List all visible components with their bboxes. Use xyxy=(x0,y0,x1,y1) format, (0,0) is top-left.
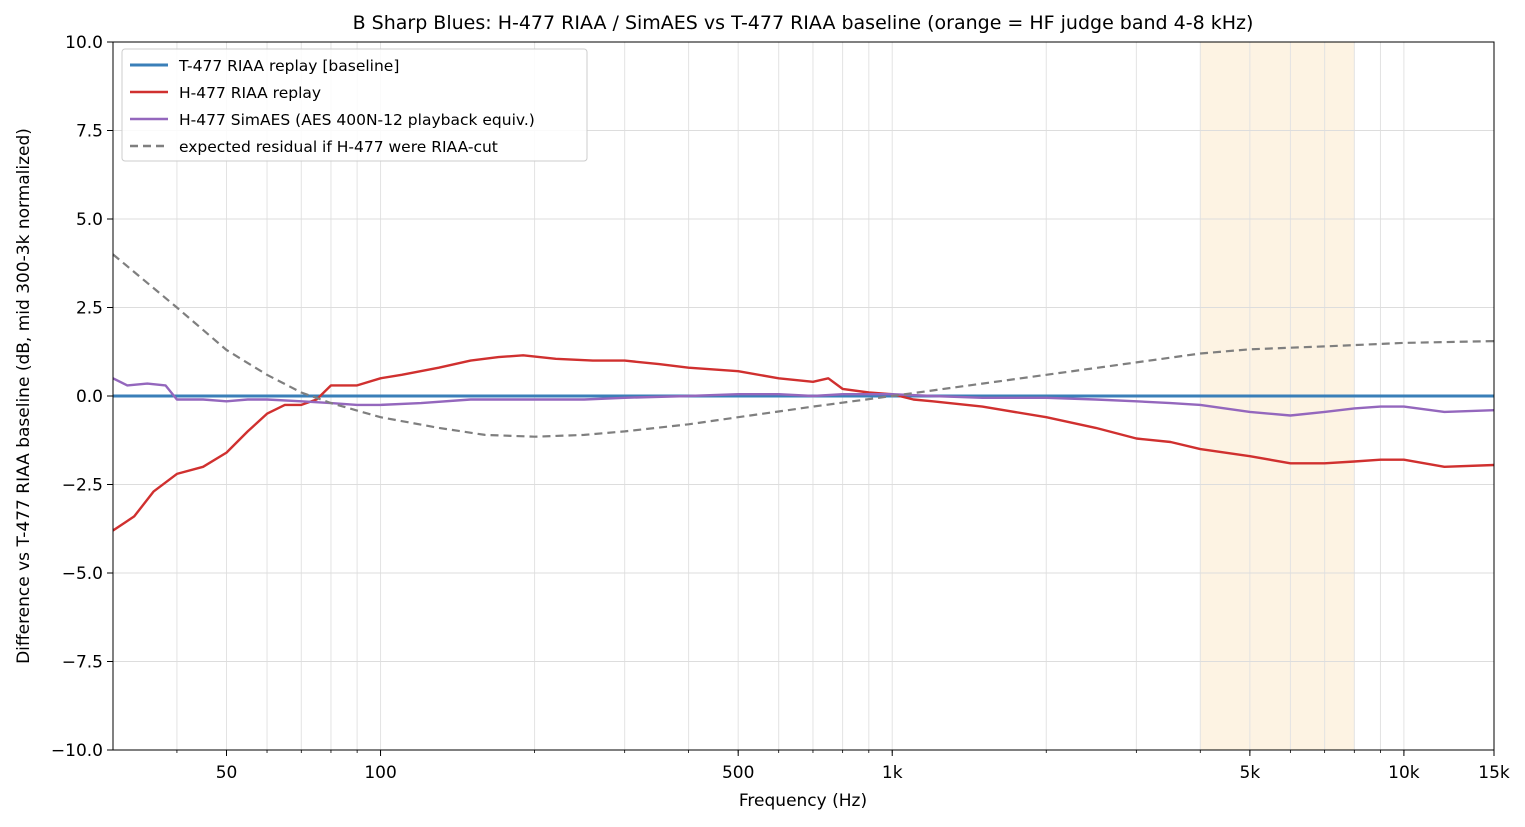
legend: T-477 RIAA replay [baseline] H-477 RIAA r… xyxy=(121,48,588,162)
y-tick-label: 7.5 xyxy=(76,122,103,142)
legend-label-2: H-477 RIAA replay xyxy=(179,84,321,102)
y-tick-label: 5.0 xyxy=(76,210,103,230)
y-tick-label: 2.5 xyxy=(76,299,103,319)
y-tick-label: −5.0 xyxy=(62,564,103,584)
x-tick-label: 1k xyxy=(882,763,903,783)
axis-ticks: 50 100 500 1k 5k 10k 15k 10.0 7.5 5.0 2.5 0.0 −2.5 −5… xyxy=(51,33,1510,783)
y-tick-label: −10.0 xyxy=(51,741,103,761)
series-line-2 xyxy=(112,354,1495,532)
y-axis-label: Difference vs T-477 RIAA baseline (dB, m… xyxy=(14,128,34,664)
series-layer xyxy=(112,253,1495,532)
legend-box xyxy=(121,48,588,162)
x-tick-label: 100 xyxy=(364,763,396,783)
x-tick-label: 15k xyxy=(1478,763,1510,783)
legend-label-3: H-477 SimAES (AES 400N-12 playback equiv… xyxy=(179,111,535,129)
legend-label-1: T-477 RIAA replay [baseline] xyxy=(178,57,399,75)
legend-label-4: expected residual if H-477 were RIAA-cut xyxy=(179,138,498,156)
chart-title: B Sharp Blues: H-477 RIAA / SimAES vs T-… xyxy=(353,12,1254,34)
x-tick-label: 5k xyxy=(1240,763,1261,783)
x-tick-label: 50 xyxy=(216,763,238,783)
y-tick-label: 0.0 xyxy=(76,387,103,407)
y-tick-label: 10.0 xyxy=(65,33,103,53)
x-tick-label: 500 xyxy=(722,763,754,783)
series-line-3 xyxy=(112,377,1495,417)
y-tick-label: −7.5 xyxy=(62,653,103,673)
y-tick-label: −2.5 xyxy=(62,476,103,496)
x-tick-label: 10k xyxy=(1388,763,1420,783)
series-line-4 xyxy=(112,253,1495,438)
x-axis-label: Frequency (Hz) xyxy=(739,791,867,811)
